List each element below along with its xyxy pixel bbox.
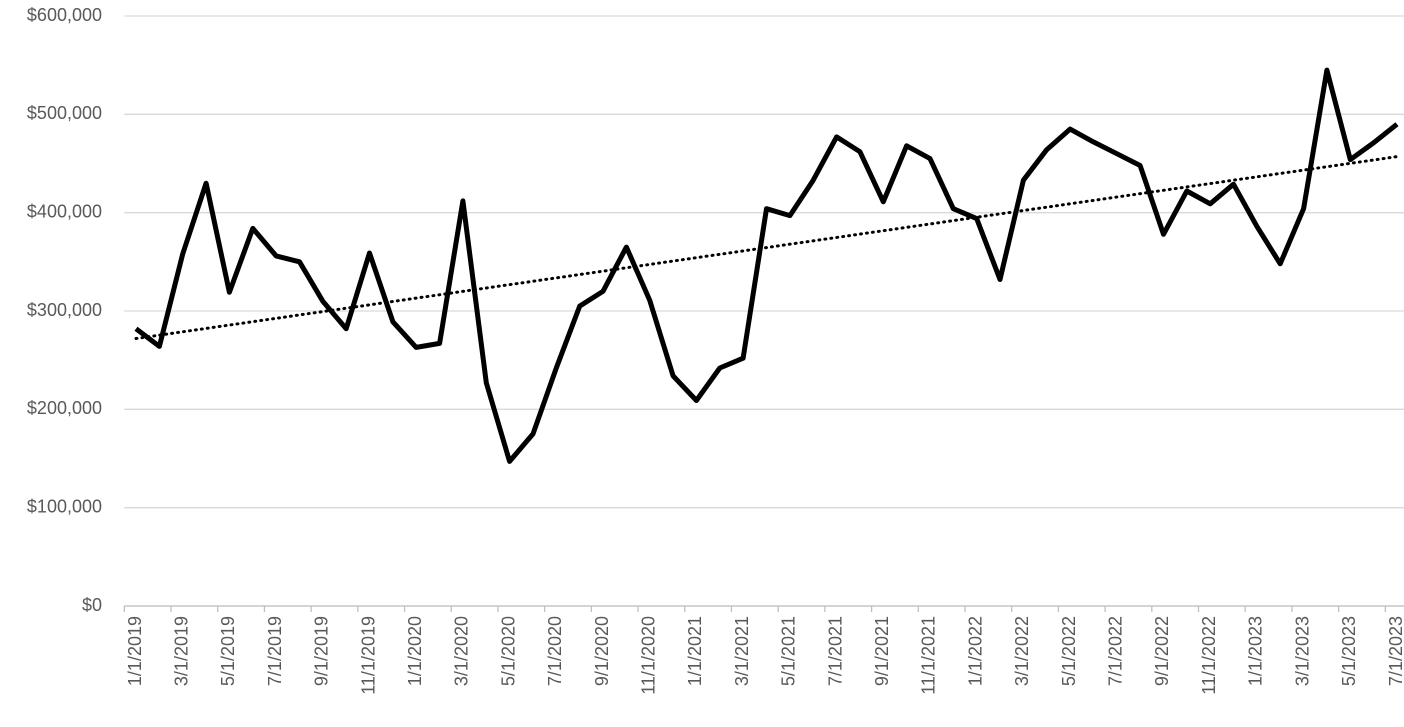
x-tick-label: 5/1/2023: [1339, 616, 1359, 686]
x-tick-label: 9/1/2020: [592, 616, 612, 686]
y-tick-label: $500,000: [27, 103, 102, 123]
x-tick-label: 3/1/2019: [171, 616, 191, 686]
x-tick-label: 1/1/2021: [685, 616, 705, 686]
y-tick-label: $400,000: [27, 201, 102, 221]
x-tick-label: 5/1/2020: [498, 616, 518, 686]
trendline: [134, 155, 1399, 341]
x-tick-label: 1/1/2020: [405, 616, 425, 686]
x-tick-label: 7/1/2022: [1106, 616, 1126, 686]
x-tick-label: 1/1/2022: [965, 616, 985, 686]
y-tick-label: $100,000: [27, 496, 102, 516]
y-tick-label: $0: [82, 595, 102, 615]
x-tick-label: 11/1/2019: [358, 616, 378, 695]
data-line: [134, 67, 1399, 464]
x-tick-label: 1/1/2023: [1246, 616, 1266, 686]
x-tick-label: 1/1/2019: [125, 616, 145, 686]
y-tick-label: $200,000: [27, 398, 102, 418]
x-tick-label: 3/1/2021: [732, 616, 752, 686]
x-tick-label: 5/1/2022: [1059, 616, 1079, 686]
x-tick-label: 11/1/2022: [1199, 616, 1219, 695]
x-tick-label: 3/1/2020: [452, 616, 472, 686]
x-tick-label: 9/1/2019: [312, 616, 332, 686]
x-tick-label: 11/1/2020: [638, 616, 658, 695]
x-tick-label: 7/1/2021: [825, 616, 845, 686]
x-tick-label: 11/1/2021: [919, 616, 939, 695]
x-tick-label: 9/1/2022: [1152, 616, 1172, 686]
x-tick-label: 7/1/2020: [545, 616, 565, 686]
x-tick-label: 5/1/2021: [779, 616, 799, 686]
x-tick-label: 3/1/2022: [1012, 616, 1032, 686]
y-tick-label: $300,000: [27, 300, 102, 320]
x-tick-label: 7/1/2019: [265, 616, 285, 686]
x-tick-label: 3/1/2023: [1292, 616, 1312, 686]
y-tick-label: $600,000: [27, 5, 102, 25]
x-tick-label: 5/1/2019: [218, 616, 238, 686]
x-tick-label: 9/1/2021: [872, 616, 892, 686]
x-tick-label: 7/1/2023: [1386, 616, 1404, 686]
